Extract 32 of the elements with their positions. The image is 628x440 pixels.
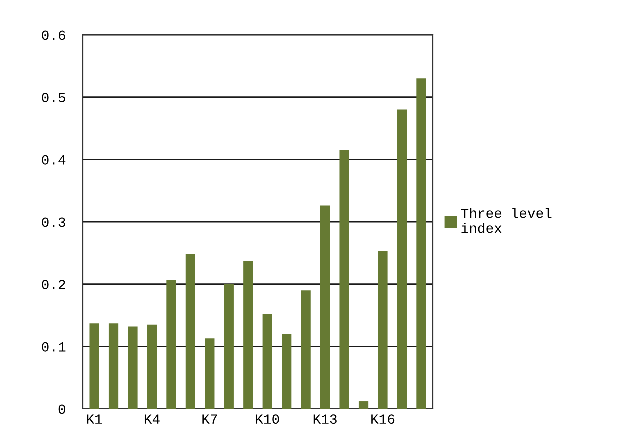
bar (186, 254, 196, 409)
x-tick-label: K16 (372, 414, 395, 424)
bar (397, 110, 408, 409)
x-tick-label: K1 (87, 414, 102, 424)
bar (108, 324, 119, 409)
bar (262, 314, 272, 409)
bar (90, 324, 100, 409)
x-tick-label: K13 (314, 414, 337, 424)
bar (205, 338, 215, 409)
x-tick-label: K4 (144, 414, 160, 424)
y-tick-label: 0.5 (42, 93, 66, 103)
bar (301, 290, 311, 409)
bar (416, 78, 426, 409)
y-tick-label: 0.1 (42, 342, 66, 352)
bar (128, 326, 138, 409)
bar (320, 206, 330, 409)
x-tick-label: K7 (202, 414, 218, 424)
y-tick-label: 0.6 (42, 30, 66, 40)
bar (358, 402, 369, 409)
bar (282, 334, 292, 409)
y-tick-label: 0.4 (42, 155, 66, 165)
bar (244, 261, 254, 409)
y-tick-label: 0 (58, 404, 66, 414)
y-tick-label: 0.2 (42, 280, 66, 290)
y-tick-label: 0.3 (42, 218, 66, 228)
x-tick-label: K10 (256, 414, 280, 424)
bar (224, 284, 234, 409)
legend-label: Three level index (461, 208, 552, 234)
bar (378, 251, 388, 409)
bar (340, 150, 350, 409)
bar (166, 280, 176, 409)
bar (147, 324, 158, 409)
